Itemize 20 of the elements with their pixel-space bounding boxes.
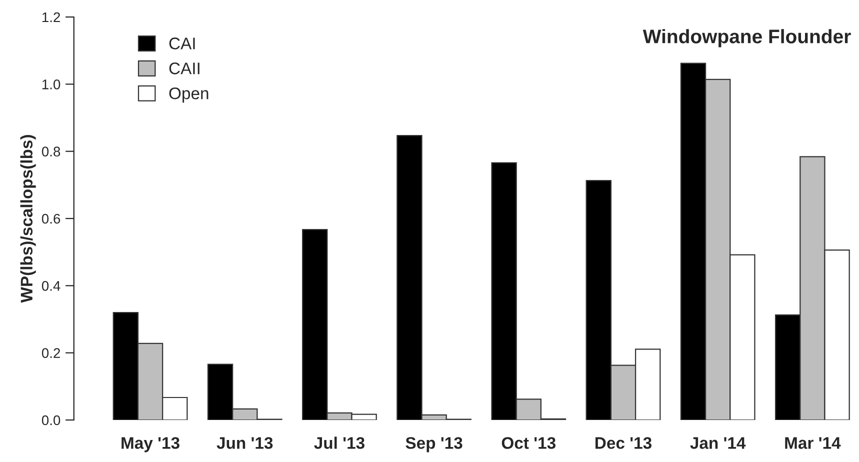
y-tick-label: 0.6 [42,214,60,224]
legend-label: Open [169,87,208,103]
x-tick-label: May '13 [122,437,180,452]
legend-label: CAI [169,38,195,50]
x-tick-label: Oct '13 [502,437,556,449]
y-tick-label: 0.0 [42,415,60,426]
y-tick-label: 1.2 [42,12,60,22]
x-tick-label: Jul '13 [314,436,364,449]
x-tick-label: Jun '13 [216,437,273,449]
x-tick-label: Sep '13 [406,437,462,452]
x-tick-label: Jan '14 [690,437,746,449]
y-tick-label: 1.0 [42,80,60,90]
y-tick-label: 0.2 [42,348,60,358]
text: Windowpane Flounder [642,29,851,48]
y-tick-label: 0.4 [42,281,60,291]
x-tick-label: Mar '14 [785,437,841,449]
y-tick-label: 0.8 [42,146,60,157]
x-tick-label: Dec '13 [596,437,652,449]
legend-label: CAII [169,62,200,74]
y-axis-title: WP(lbs)/scallops(lbs) [20,135,36,303]
